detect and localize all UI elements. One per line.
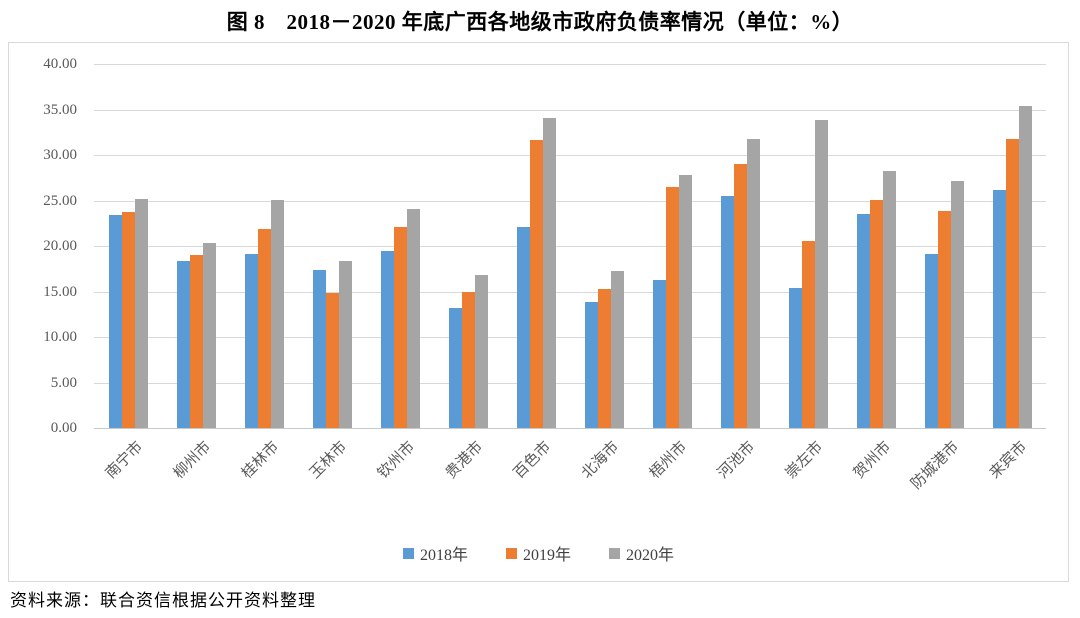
bar-2020年-南宁市	[134, 199, 148, 428]
bar-2020年-桂林市	[270, 200, 284, 428]
gridline	[94, 291, 1046, 293]
bar-2020年-来宾市	[1018, 106, 1032, 428]
bar-2018年-百色市	[516, 227, 530, 428]
y-axis-tick-label: 20.00	[43, 238, 77, 254]
legend-item-2018年: 2018年	[402, 541, 468, 565]
bar-2020年-玉林市	[338, 261, 352, 428]
x-axis-label-贵港市: 贵港市	[442, 438, 487, 482]
bar-2018年-玉林市	[312, 270, 326, 428]
x-axis-label-河池市: 河池市	[714, 438, 759, 482]
legend: 2018年 2019年 2020年	[9, 541, 1068, 565]
bar-2018年-防城港市	[924, 254, 938, 428]
bar-2020年-北海市	[610, 271, 624, 428]
bar-2019年-南宁市	[121, 212, 135, 428]
legend-item-2020年: 2020年	[609, 541, 674, 565]
legend-label: 2018年	[419, 547, 468, 564]
bar-2019年-贺州市	[869, 200, 883, 428]
bar-2018年-南宁市	[108, 215, 122, 428]
bar-2020年-崇左市	[814, 120, 828, 428]
x-axis-label-北海市: 北海市	[578, 438, 623, 482]
bar-2018年-河池市	[720, 196, 734, 428]
y-axis-tick-label: 10.00	[43, 329, 77, 345]
x-axis-line	[94, 428, 1046, 429]
x-axis-label-钦州市: 钦州市	[374, 438, 419, 482]
legend-label: 2019年	[522, 547, 571, 564]
bar-2018年-贵港市	[448, 308, 462, 428]
y-axis-tick-label: 25.00	[43, 192, 77, 209]
legend-swatch-icon	[505, 547, 517, 559]
bar-2018年-贺州市	[856, 214, 870, 428]
y-axis-tick-label: 0.00	[50, 420, 77, 436]
gridline	[94, 155, 1046, 156]
x-axis-label-贺州市: 贺州市	[850, 438, 895, 482]
gridline	[94, 382, 1046, 384]
x-axis-label-柳州市: 柳州市	[170, 438, 215, 482]
y-axis-tick-label: 30.00	[43, 147, 77, 163]
bar-2019年-柳州市	[189, 255, 203, 428]
bar-2020年-梧州市	[678, 175, 692, 428]
bar-2019年-贵港市	[461, 292, 475, 428]
bar-2018年-桂林市	[244, 254, 258, 428]
x-axis-label-玉林市: 玉林市	[306, 438, 351, 482]
bar-2020年-河池市	[746, 139, 760, 428]
x-axis-label-百色市: 百色市	[510, 438, 555, 482]
bar-2019年-百色市	[529, 140, 543, 428]
bar-2020年-贺州市	[882, 171, 896, 428]
gridline	[94, 200, 1046, 202]
bar-2019年-防城港市	[937, 211, 951, 428]
source-note: 资料来源：联合资信根据公开资料整理	[10, 591, 316, 610]
bar-2018年-北海市	[584, 302, 598, 428]
y-axis-tick-label: 35.00	[43, 101, 77, 118]
bar-2019年-来宾市	[1005, 139, 1019, 428]
y-axis-tick-label: 5.00	[50, 374, 77, 391]
bar-2019年-玉林市	[325, 293, 339, 428]
bar-2019年-河池市	[733, 164, 747, 428]
x-axis-label-崇左市: 崇左市	[782, 438, 827, 482]
bar-2020年-柳州市	[202, 243, 216, 428]
bar-2020年-防城港市	[950, 181, 964, 428]
x-axis-label-梧州市: 梧州市	[646, 438, 691, 482]
legend-label: 2020年	[626, 547, 675, 564]
bar-2018年-来宾市	[992, 190, 1006, 428]
x-axis-label-桂林市: 桂林市	[238, 438, 283, 482]
bar-2018年-崇左市	[788, 288, 802, 428]
gridline	[94, 337, 1046, 338]
bar-2019年-钦州市	[393, 227, 407, 428]
bar-2020年-百色市	[542, 118, 556, 428]
x-axis-label-防城港市: 防城港市	[908, 438, 963, 493]
legend-swatch-icon	[402, 547, 414, 559]
bar-2018年-柳州市	[176, 261, 190, 428]
bar-2020年-钦州市	[406, 209, 420, 428]
bar-2019年-梧州市	[665, 187, 679, 428]
bar-2019年-北海市	[597, 289, 611, 428]
bar-2018年-梧州市	[652, 280, 666, 428]
x-axis-label-南宁市: 南宁市	[102, 438, 147, 482]
bar-2019年-桂林市	[257, 229, 271, 428]
bar-2020年-贵港市	[474, 275, 488, 428]
legend-item-2019年: 2019年	[505, 541, 571, 565]
gridline	[94, 109, 1046, 111]
gridline	[94, 246, 1046, 247]
bar-2019年-崇左市	[801, 241, 815, 428]
gridline	[94, 64, 1046, 65]
chart-frame: 0.00 5.00 10.00 15.00 20.00 25.00 30.00 35.00 40…	[8, 42, 1069, 582]
x-axis-label-来宾市: 来宾市	[986, 438, 1031, 482]
y-axis-tick-label: 40.00	[43, 56, 77, 72]
y-axis-tick-label: 15.00	[43, 283, 77, 300]
legend-swatch-icon	[609, 547, 620, 559]
chart-title: 图 8 2018－2020 年底广西各地级市政府负债率情况（单位：%）	[226, 10, 854, 34]
bar-2018年-钦州市	[380, 251, 394, 428]
